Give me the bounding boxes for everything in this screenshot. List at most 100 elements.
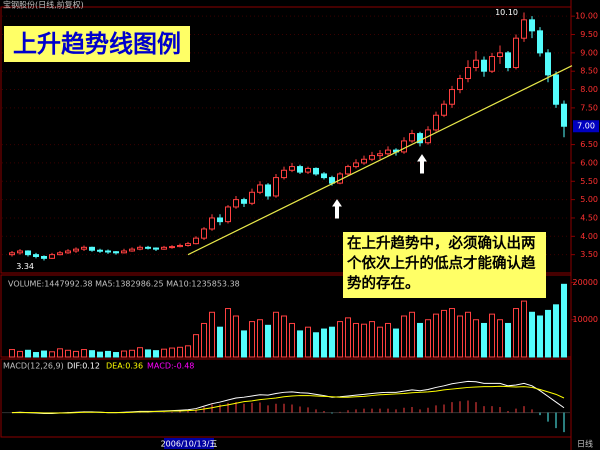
volume-bar <box>417 322 423 358</box>
volume-bar <box>385 322 391 358</box>
volume-bar <box>377 326 383 358</box>
candle-body <box>273 177 279 197</box>
volume-bar <box>225 308 231 358</box>
candle-body <box>281 169 287 179</box>
candle-body <box>121 250 127 254</box>
candle-body <box>17 250 23 254</box>
volume-bar <box>561 283 567 358</box>
candle-body <box>321 173 327 179</box>
candle-body <box>377 153 383 157</box>
last-price: 7.00 <box>577 122 595 131</box>
candle-body <box>353 162 359 168</box>
candle-body <box>481 59 487 72</box>
volume-bar <box>401 315 407 358</box>
volume-bar <box>321 328 327 358</box>
date-box <box>164 438 214 449</box>
volume-bar <box>441 309 447 358</box>
volume-bar <box>497 319 503 358</box>
candle-body <box>97 249 103 252</box>
chart-title: 上升趋势线图例 <box>13 30 181 58</box>
candle-body <box>169 246 175 249</box>
candle-body <box>465 67 471 80</box>
volume-bar <box>209 311 215 358</box>
volume-bar <box>105 350 111 358</box>
volume-bar <box>481 322 487 358</box>
volume-bar <box>289 322 295 358</box>
candle-body <box>9 252 15 256</box>
dea-line <box>12 385 565 414</box>
candle-body <box>417 133 423 144</box>
candle-body <box>297 166 303 173</box>
volume-bar <box>113 352 119 358</box>
volume-bar <box>409 311 415 358</box>
candle-body <box>361 158 367 164</box>
candle-body <box>449 89 455 105</box>
y-tick-label: 9.00 <box>580 48 598 57</box>
candle-body <box>513 37 519 69</box>
volume-bar <box>65 349 71 358</box>
macd-name: MACD(12,26,9) <box>3 362 64 371</box>
candle-body <box>457 78 463 91</box>
volume-bar <box>537 315 543 358</box>
trend-line <box>187 65 573 256</box>
volume-bar <box>97 351 103 358</box>
volume-bar <box>185 345 191 358</box>
volume-bar <box>9 349 15 358</box>
volume-bar <box>17 350 23 358</box>
volume-bar <box>473 319 479 358</box>
volume-bar <box>73 350 79 358</box>
volume-bar <box>193 334 199 358</box>
title-box <box>4 26 190 62</box>
candle-body <box>433 114 439 131</box>
candle-body <box>209 217 215 230</box>
volume-bar <box>393 328 399 358</box>
volume-bar <box>337 321 343 358</box>
candle-body <box>41 255 47 259</box>
volume-bar <box>513 308 519 358</box>
volume-bar <box>177 346 183 358</box>
candle-body <box>529 19 535 32</box>
volume-bar <box>553 304 559 358</box>
candle-body <box>177 244 183 248</box>
volume-bar <box>249 321 255 358</box>
volume-bar <box>281 315 287 358</box>
stock-subtitle: 宝钢股份(日线,前复权) <box>3 0 84 10</box>
low-arrow <box>332 199 342 219</box>
volume-bar <box>257 319 263 358</box>
volume-bar <box>145 349 151 358</box>
last-price-box <box>573 120 599 133</box>
annotation-holder: 在上升趋势中，必须确认出两个依次上升的低点才能确认趋势的存在。 <box>347 236 536 292</box>
candle-body <box>81 246 87 250</box>
volume-bar <box>305 326 311 358</box>
candle-body <box>257 184 263 193</box>
volume-bar <box>433 313 439 358</box>
candle-body <box>265 184 271 197</box>
annotation: 在上升趋势中，必须确认出两个依次上升的低点才能确认趋势的存在。 <box>347 236 536 292</box>
candle-body <box>553 74 559 105</box>
dea-label: DEA:0.36 <box>106 362 143 371</box>
date-label: 2006/10/13/五 <box>161 440 218 449</box>
candle-body <box>57 252 63 256</box>
volume-bar <box>41 350 47 358</box>
volume-bar <box>345 317 351 358</box>
y-tick-label: 9.50 <box>580 30 598 39</box>
candle-body <box>521 19 527 39</box>
volume-bar <box>33 352 39 358</box>
annotation-box <box>343 232 546 298</box>
volume-bar <box>505 322 511 358</box>
macd-label: MACD:-0.48 <box>147 362 194 371</box>
candle-body <box>129 248 135 252</box>
candle-body <box>489 56 495 72</box>
volume-bar <box>129 349 135 358</box>
volume-bar <box>233 315 239 358</box>
candle-body <box>369 155 375 160</box>
volume-bar <box>457 315 463 358</box>
candle-body <box>497 52 503 58</box>
volume-bar <box>121 350 127 358</box>
candle-body <box>225 206 231 223</box>
candle-body <box>73 248 79 252</box>
volume-bar <box>169 347 175 358</box>
high-label: 10.10 <box>495 8 518 17</box>
volume-bar <box>369 321 375 358</box>
candle-body <box>153 247 159 250</box>
